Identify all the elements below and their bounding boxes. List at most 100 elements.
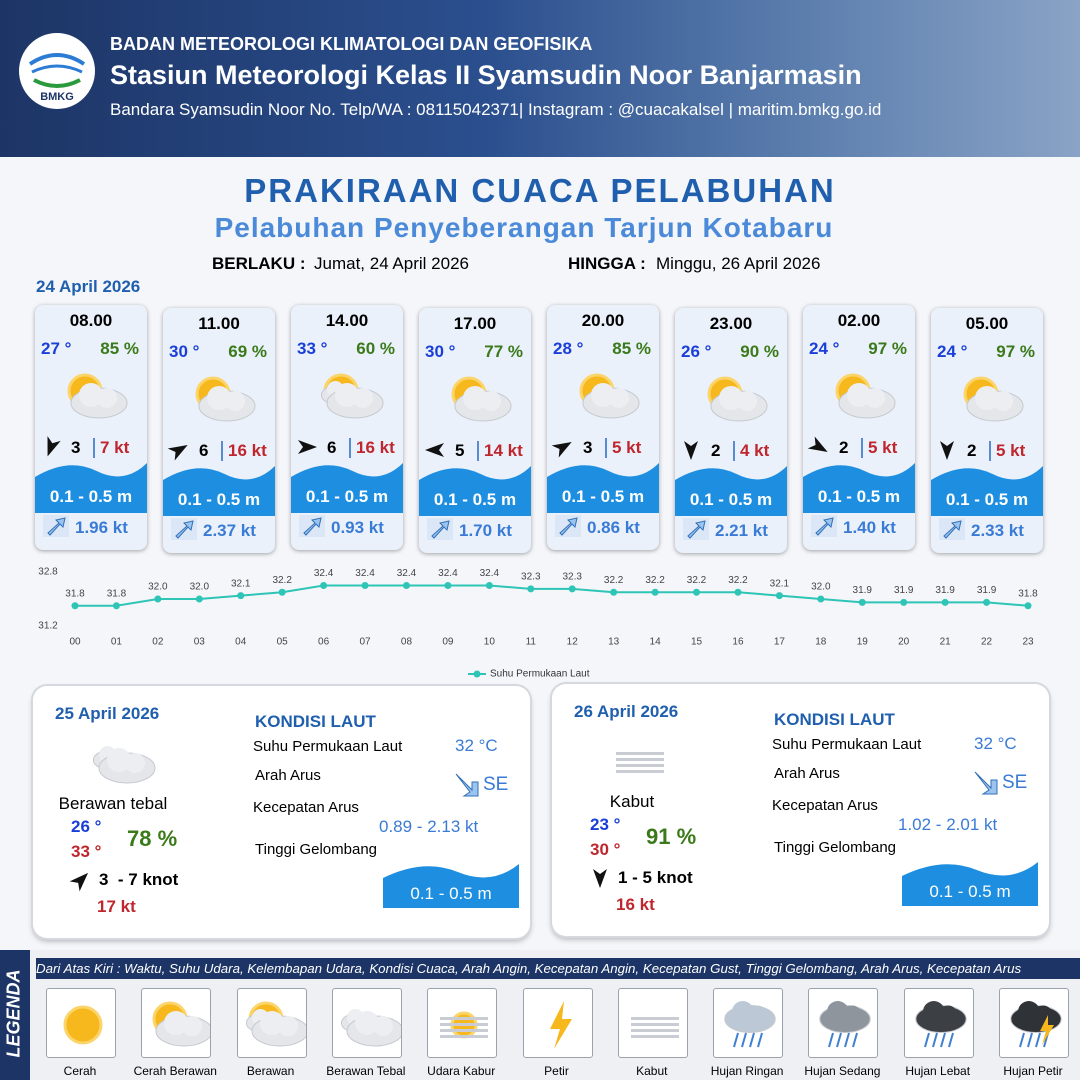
time: 14.00: [325, 311, 369, 330]
x-tick-label: 06: [318, 637, 330, 648]
rain: [1027, 1032, 1033, 1048]
fog-line: [616, 770, 664, 773]
value-label: 32.2: [604, 575, 624, 586]
point: [402, 582, 410, 589]
forecast-card: 08.00 27 ° 85 % 3 7 kt 0.1 - 0.5 m 1.96 kt: [35, 305, 147, 550]
contact: Bandara Syamsudin Noor No. Telp/WA : 081…: [110, 100, 882, 119]
cloud: [79, 383, 103, 407]
point: [775, 592, 783, 600]
day-panel: 25 April 2026 Berawan tebal 26 ° 33 ° 78 % 3 …: [33, 686, 530, 938]
point: [527, 585, 535, 593]
point: [112, 602, 120, 610]
air-temp: 33 °: [297, 339, 328, 358]
wave-height: 0.1 - 0.5 m: [433, 490, 517, 509]
legend-label: Kabut: [636, 1064, 668, 1078]
wave-height: 0.1 - 0.5 m: [817, 487, 901, 506]
point: [858, 598, 866, 606]
card-graphics: [35, 373, 147, 537]
fog-line: [440, 1023, 489, 1026]
rain: [931, 1032, 938, 1048]
gust: 5 kt: [989, 441, 1025, 461]
rain: [923, 1032, 930, 1048]
legend-box: [999, 988, 1069, 1058]
y-tick-label: 32.8: [38, 567, 58, 578]
wave-height: 0.1 - 0.5 m: [689, 490, 773, 509]
x-tick-label: 07: [359, 637, 371, 648]
x-tick-label: 08: [401, 637, 413, 648]
direction-arrow: [593, 869, 607, 888]
humidity: 91 %: [646, 824, 697, 849]
legend-icon: [630, 1017, 679, 1038]
wave: [547, 463, 659, 513]
point: [900, 598, 908, 606]
cloud: [182, 1016, 203, 1036]
cloud: [993, 391, 1013, 411]
value-label: 32.4: [397, 568, 417, 579]
line: [75, 584, 1029, 607]
x-tick-label: 02: [152, 637, 164, 648]
rain: [828, 1032, 835, 1048]
cloud: [748, 1005, 767, 1024]
x-tick-label: 10: [484, 637, 496, 648]
cloud: [843, 1005, 862, 1024]
fog-line: [440, 1017, 489, 1020]
sst-label: Suhu Permukaan Laut: [772, 736, 922, 753]
time: 08.00: [69, 311, 113, 330]
value-label: 32.2: [687, 575, 707, 586]
value-label: 32.0: [148, 582, 168, 593]
legend-box: [236, 988, 307, 1058]
direction-arrow: [69, 872, 89, 892]
cloud: [225, 391, 245, 411]
card-graphics: [675, 376, 787, 540]
time: 05.00: [965, 314, 1009, 333]
rain: [749, 1032, 756, 1048]
gust: 17 kt: [97, 897, 136, 916]
cloud: [463, 386, 487, 410]
current-arrow: [687, 520, 706, 539]
org-name: BADAN METEOROLOGI KLIMATOLOGI DAN GEOFIS…: [110, 34, 593, 54]
title: PRAKIRAAN CUACA PELABUHAN: [244, 172, 836, 209]
direction-arrow: [807, 436, 828, 452]
rain: [947, 1032, 954, 1048]
current-speed: 0.93 kt: [331, 518, 384, 537]
point: [320, 582, 328, 589]
temp-max: 30 °: [590, 840, 621, 859]
point: [154, 595, 162, 603]
legend-box: [903, 988, 974, 1058]
x-tick-label: 01: [111, 637, 123, 648]
rain: [733, 1032, 740, 1048]
speed: 1.02 - 2.01 kt: [898, 815, 998, 834]
x-tick-label: 18: [815, 637, 827, 648]
x-tick-label: 11: [526, 637, 537, 648]
point: [693, 588, 701, 596]
wind: 1 - 5 knot: [618, 868, 693, 887]
legend-label: Hujan Sedang: [804, 1064, 881, 1078]
point: [71, 602, 79, 610]
cloud: [164, 1011, 189, 1035]
legend-icon: [152, 1001, 211, 1047]
cloud: [481, 391, 501, 411]
logo: BMKG: [19, 33, 95, 109]
day-panel: 26 April 2026 Kabut 23 ° 30 ° 91 % 1 - 5 knot…: [552, 684, 1049, 936]
wave: [803, 463, 915, 513]
cloud: [335, 383, 359, 407]
air-temp: 27 °: [41, 339, 72, 358]
point: [734, 588, 742, 596]
card-graphics: [547, 373, 659, 537]
wave: [291, 463, 403, 513]
point: [485, 582, 493, 589]
dir-label: Arah Arus: [774, 765, 840, 782]
direction-arrow: [298, 440, 317, 454]
wave: [675, 466, 787, 516]
legend-label: Hujan Lebat: [905, 1064, 971, 1078]
cloud: [97, 388, 117, 408]
legend-label: Petir: [544, 1064, 569, 1078]
legend-label: Suhu Permukaan Laut: [490, 669, 590, 680]
legend-label: Udara Kabur: [427, 1064, 496, 1078]
current-speed: 1.40 kt: [843, 518, 896, 537]
gust: 4 kt: [733, 441, 769, 461]
wind-speed: 3: [583, 438, 593, 457]
value-label: 32.1: [231, 578, 251, 589]
cloud: [938, 1005, 957, 1024]
legend-icon: [1010, 1001, 1062, 1048]
